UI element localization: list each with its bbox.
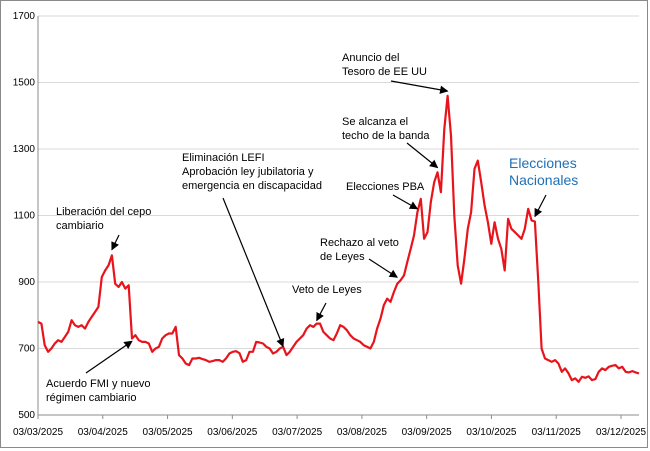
annotation-label: Liberación del cepo cambiario (56, 206, 151, 232)
annotation-line: techo de la banda (342, 130, 430, 142)
annotation-label: Se alcanza el techo de la banda (342, 116, 430, 142)
annotation-label: Acuerdo FMI y nuevo régimen cambiario (46, 378, 151, 404)
y-tick-label: 500 (18, 410, 35, 421)
annotation-arrow (406, 142, 439, 169)
annotation-label: Anuncio del Tesoro de EE UU (342, 52, 427, 78)
x-tick-label: 03/12/2025 (596, 427, 646, 438)
x-tick-label: 03/03/2025 (13, 427, 63, 438)
y-tick-label: 1100 (13, 211, 35, 222)
annotation-line: Elecciones PBA (346, 181, 425, 193)
annotation-line: Acuerdo FMI y nuevo (46, 378, 151, 390)
annotation-line: Rechazo al veto (320, 237, 399, 249)
x-tick-label: 03/10/2025 (466, 427, 516, 438)
x-tick-label: 03/11/2025 (532, 427, 582, 438)
annotation-line: Anuncio del (342, 52, 400, 64)
x-tick-label: 03/06/2025 (207, 427, 257, 438)
x-tick-label: 03/07/2025 (272, 427, 322, 438)
annotation-line: Elecciones (509, 155, 577, 171)
annotation-arrow (534, 194, 547, 218)
series-line-riesgo-pais (37, 94, 640, 383)
annotation-line: régimen cambiario (46, 392, 136, 404)
annotation-line: Liberación del cepo (56, 206, 151, 218)
annotation-arrow (368, 258, 398, 278)
x-tick-label: 03/09/2025 (402, 427, 452, 438)
annotation-label: Rechazo al veto de Leyes (320, 237, 399, 263)
annotation-line: Tesoro de EE UU (342, 66, 427, 78)
annotation-label: Elecciones PBA (346, 181, 425, 193)
annotation-arrow (222, 197, 285, 348)
annotation-line: emergencia en discapacidad (182, 180, 322, 192)
annotation-line: Aprobación ley jubilatoria y (182, 166, 314, 178)
annotation-arrow (392, 194, 419, 210)
y-tick-label: 1300 (13, 144, 36, 155)
annotation-line: Se alcanza el (342, 116, 408, 128)
annotation-arrow (85, 340, 133, 374)
annotation-line: cambiario (56, 220, 104, 232)
y-tick-label: 1700 (13, 11, 36, 22)
annotation-label: Veto de Leyes (292, 284, 362, 296)
x-tick-label: 03/05/2025 (143, 427, 193, 438)
x-tick-label: 03/08/2025 (337, 427, 387, 438)
y-tick-label: 900 (18, 277, 35, 288)
annotation-label: Eliminación LEFI Aprobación ley jubilator… (182, 152, 322, 192)
annotation-line: de Leyes (320, 251, 365, 263)
y-tick-label: 1500 (13, 78, 36, 89)
annotation-label: Elecciones Nacionales (509, 155, 578, 188)
annotation-arrow (316, 302, 327, 322)
annotation-arrow (111, 234, 120, 251)
annotation-line: Nacionales (509, 172, 578, 188)
annotation-line: Eliminación LEFI (182, 152, 265, 164)
annotation-line: Veto de Leyes (292, 284, 362, 296)
annotation-arrow (390, 80, 449, 94)
y-tick-label: 700 (18, 344, 35, 355)
x-tick-label: 03/04/2025 (78, 427, 128, 438)
